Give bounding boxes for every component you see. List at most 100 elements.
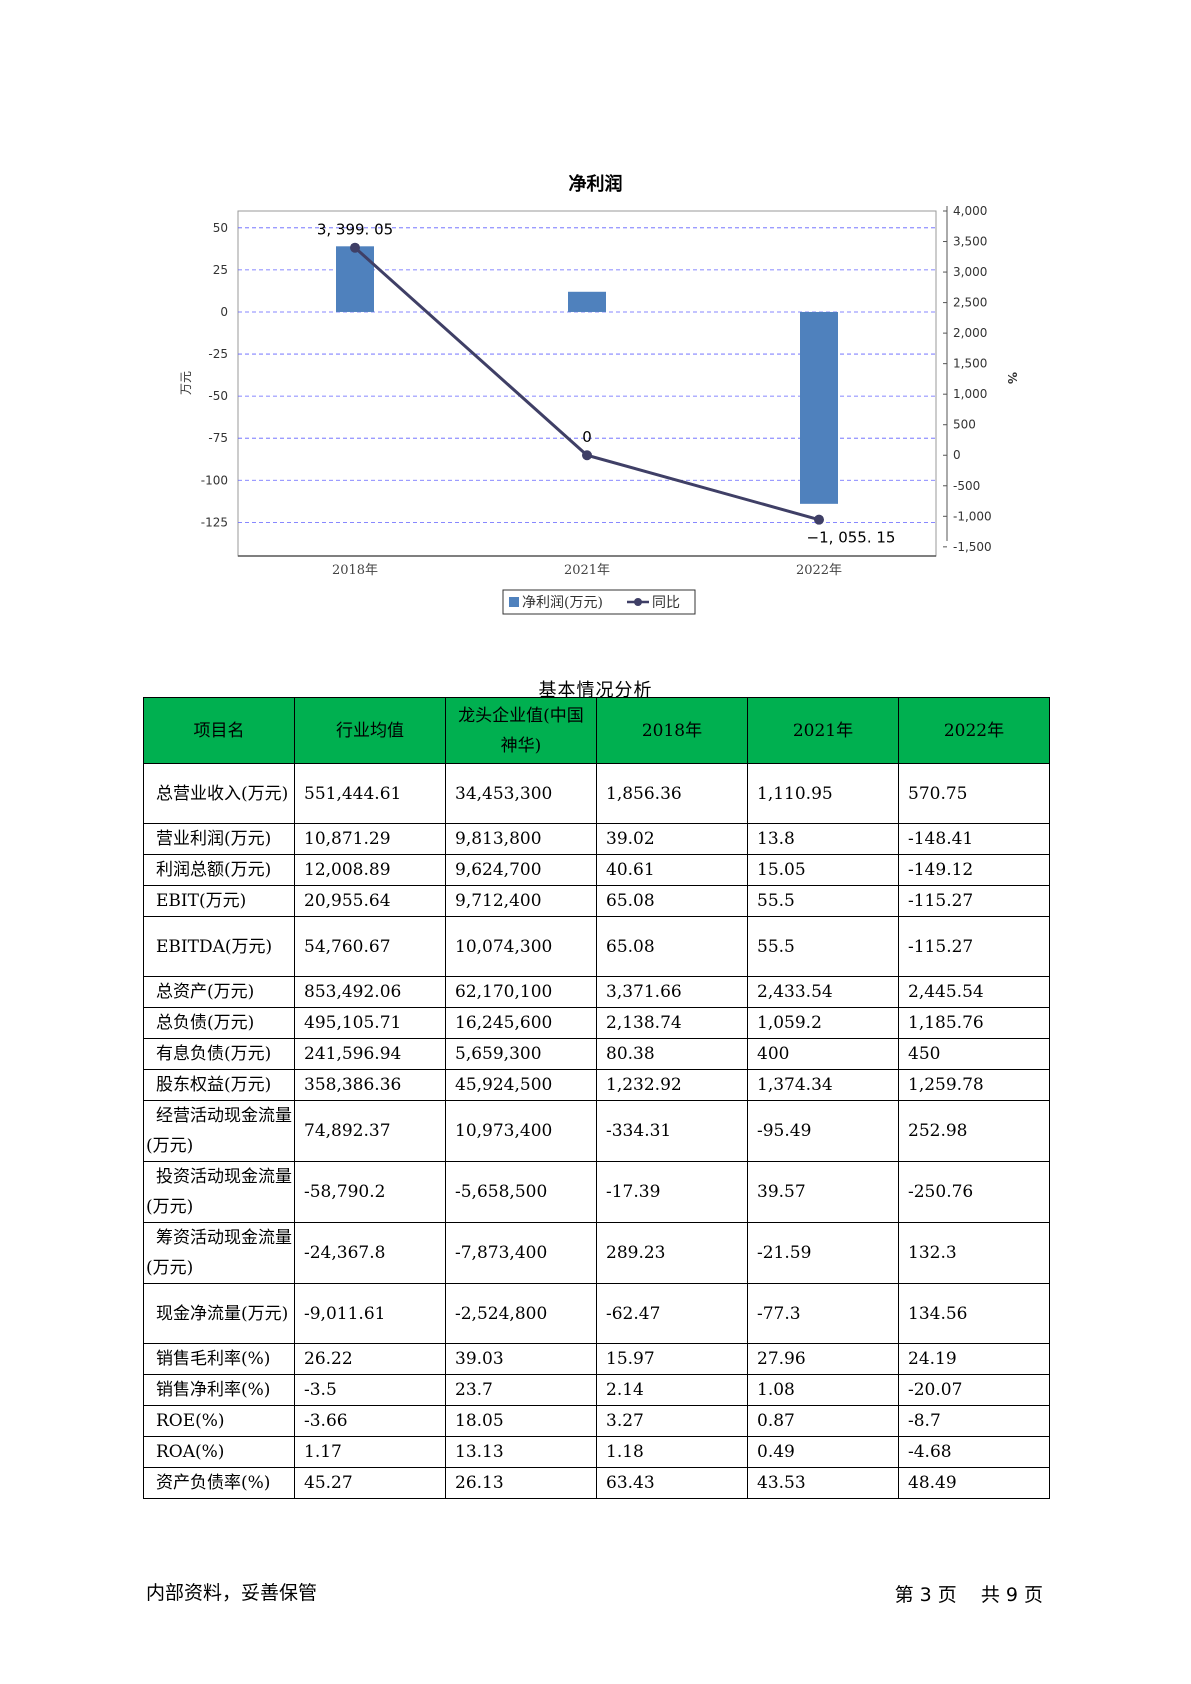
yoy-point bbox=[350, 242, 360, 253]
row-label-cell: 经营活动现金流量(万元) bbox=[143, 1100, 295, 1162]
table-cell: 55.5 bbox=[747, 916, 899, 977]
table-cell: 3.27 bbox=[596, 1405, 748, 1437]
data-label: 3, 399. 05 bbox=[317, 221, 393, 239]
table-row: 总营业收入(万元) 551,444.61 34,453,300 1,856.36 1,1… bbox=[143, 763, 1050, 824]
right-tick-label: 500 bbox=[953, 418, 976, 432]
table-cell: 1,374.34 bbox=[747, 1069, 899, 1101]
table-row: 总负债(万元) 495,105.71 16,245,600 2,138.74 1,059… bbox=[143, 1007, 1050, 1039]
right-tick-label: -500 bbox=[953, 479, 980, 493]
y-axis-right-title: % bbox=[1005, 372, 1019, 384]
table-cell: -20.07 bbox=[898, 1374, 1050, 1406]
table-cell: 1.17 bbox=[294, 1436, 446, 1468]
row-label-cell: 筹资活动现金流量(万元) bbox=[143, 1222, 295, 1284]
table-cell: 24.19 bbox=[898, 1343, 1050, 1375]
table-cell: 13.13 bbox=[445, 1436, 597, 1468]
table-cell: -21.59 bbox=[747, 1222, 899, 1284]
row-label-cell: 投资活动现金流量(万元) bbox=[143, 1161, 295, 1223]
page-prefix: 第 bbox=[894, 1584, 914, 1606]
table-cell: -77.3 bbox=[747, 1283, 899, 1344]
table-cell: 570.75 bbox=[898, 763, 1050, 824]
table-row: 资产负债率(%) 45.27 26.13 63.43 43.53 48.49 bbox=[143, 1467, 1050, 1499]
table-row: 股东权益(万元) 358,386.36 45,924,500 1,232.92 1,37… bbox=[143, 1069, 1050, 1101]
table-cell: 1,059.2 bbox=[747, 1007, 899, 1039]
table-cell: 15.97 bbox=[596, 1343, 748, 1375]
table-cell: 3,371.66 bbox=[596, 976, 748, 1008]
right-tick-label: -1,000 bbox=[953, 509, 992, 523]
table-row: 筹资活动现金流量(万元) -24,367.8 -7,873,400 289.23 -21… bbox=[143, 1222, 1050, 1284]
right-tick-label: 3,000 bbox=[953, 265, 987, 279]
table-row: ROE(%) -3.66 18.05 3.27 0.87 -8.7 bbox=[143, 1405, 1050, 1437]
table-cell: 39.02 bbox=[596, 823, 748, 855]
table-cell: 74,892.37 bbox=[294, 1100, 446, 1162]
x-tick-label: 2021年 bbox=[564, 563, 610, 578]
table-header-cell: 2018年 bbox=[596, 697, 748, 764]
table-cell: -17.39 bbox=[596, 1161, 748, 1223]
table-cell: -334.31 bbox=[596, 1100, 748, 1162]
table-cell: 10,074,300 bbox=[445, 916, 597, 977]
table-cell: -3.5 bbox=[294, 1374, 446, 1406]
table-cell: 1.08 bbox=[747, 1374, 899, 1406]
legend-line-marker bbox=[634, 598, 642, 606]
bar bbox=[336, 246, 374, 312]
footer-confidential-note: 内部资料，妥善保管 bbox=[146, 1582, 318, 1604]
table-cell: 55.5 bbox=[747, 885, 899, 917]
right-tick-label: 4,000 bbox=[953, 204, 987, 218]
net-profit-chart: 50 25 0 -25 -50 -75 -100 -125 4,000 3,500 3,000 2,5… bbox=[179, 204, 1019, 615]
row-label-cell: 销售净利率(%) bbox=[143, 1374, 295, 1406]
table-cell: -115.27 bbox=[898, 916, 1050, 977]
x-tick-label: 2018年 bbox=[332, 563, 378, 578]
total-prefix: 共 bbox=[980, 1584, 1000, 1606]
table-row: EBIT(万元) 20,955.64 9,712,400 65.08 55.5 -115.… bbox=[143, 885, 1050, 917]
table-cell: 18.05 bbox=[445, 1405, 597, 1437]
table-cell: -148.41 bbox=[898, 823, 1050, 855]
row-label-cell: 总营业收入(万元) bbox=[143, 763, 295, 824]
table-cell: 45.27 bbox=[294, 1467, 446, 1499]
table-cell: 62,170,100 bbox=[445, 976, 597, 1008]
row-label-cell: 营业利润(万元) bbox=[143, 823, 295, 855]
table-cell: 358,386.36 bbox=[294, 1069, 446, 1101]
table-header-cell: 行业均值 bbox=[294, 697, 446, 764]
row-label-cell: 总负债(万元) bbox=[143, 1007, 295, 1039]
table-cell: 20,955.64 bbox=[294, 885, 446, 917]
bar bbox=[800, 311, 838, 504]
table-cell: 40.61 bbox=[596, 854, 748, 886]
table-cell: 34,453,300 bbox=[445, 763, 597, 824]
page-total: 9 bbox=[1005, 1584, 1018, 1606]
row-label-cell: 销售毛利率(%) bbox=[143, 1343, 295, 1375]
table-row: 经营活动现金流量(万元) 74,892.37 10,973,400 -334.31 -9… bbox=[143, 1100, 1050, 1162]
right-tick-label: 1,000 bbox=[953, 387, 987, 401]
table-row: 现金净流量(万元) -9,011.61 -2,524,800 -62.47 -77.3 1… bbox=[143, 1283, 1050, 1344]
table-cell: 10,973,400 bbox=[445, 1100, 597, 1162]
table-cell: 9,813,800 bbox=[445, 823, 597, 855]
table-cell: 54,760.67 bbox=[294, 916, 446, 977]
table-header-cell: 项目名 bbox=[143, 697, 295, 764]
legend-bar-label: 净利润(万元) bbox=[522, 595, 603, 611]
table-cell: -62.47 bbox=[596, 1283, 748, 1344]
table-cell: 289.23 bbox=[596, 1222, 748, 1284]
table-cell: 43.53 bbox=[747, 1467, 899, 1499]
table-row: ROA(%) 1.17 13.13 1.18 0.49 -4.68 bbox=[143, 1436, 1050, 1468]
table-row: 销售毛利率(%) 26.22 39.03 15.97 27.96 24.19 bbox=[143, 1343, 1050, 1375]
row-label-cell: 利润总额(万元) bbox=[143, 854, 295, 886]
x-tick-label: 2022年 bbox=[796, 563, 842, 578]
row-label-cell: EBITDA(万元) bbox=[143, 916, 295, 977]
table-cell: 1,856.36 bbox=[596, 763, 748, 824]
table-row: 销售净利率(%) -3.5 23.7 2.14 1.08 -20.07 bbox=[143, 1374, 1050, 1406]
legend-box bbox=[502, 589, 696, 615]
table-cell: -250.76 bbox=[898, 1161, 1050, 1223]
table-cell: -58,790.2 bbox=[294, 1161, 446, 1223]
table-cell: -149.12 bbox=[898, 854, 1050, 886]
table-cell: 80.38 bbox=[596, 1038, 748, 1070]
table-cell: 9,712,400 bbox=[445, 885, 597, 917]
left-tick-label: 25 bbox=[213, 263, 228, 277]
table-cell: 26.22 bbox=[294, 1343, 446, 1375]
total-unit: 页 bbox=[1023, 1584, 1043, 1606]
table-cell: 5,659,300 bbox=[445, 1038, 597, 1070]
left-tick-label: -125 bbox=[201, 515, 228, 529]
table-cell: 45,924,500 bbox=[445, 1069, 597, 1101]
left-tick-label: -25 bbox=[208, 347, 228, 361]
table-cell: 39.03 bbox=[445, 1343, 597, 1375]
table-row: 利润总额(万元) 12,008.89 9,624,700 40.61 15.05 -149… bbox=[143, 854, 1050, 886]
table-cell: -24,367.8 bbox=[294, 1222, 446, 1284]
table-cell: 1,110.95 bbox=[747, 763, 899, 824]
